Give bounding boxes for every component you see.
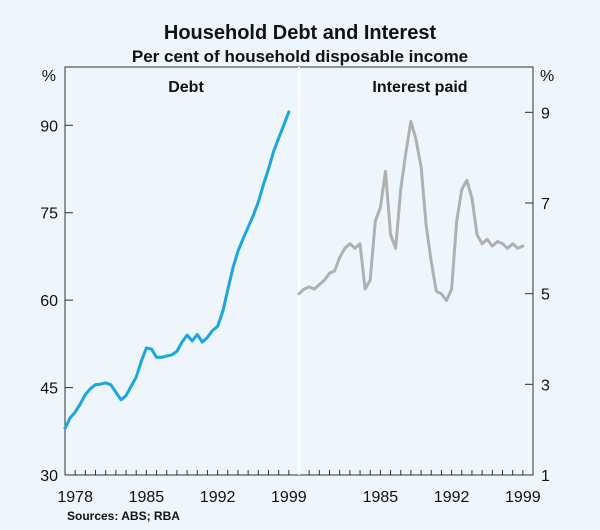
- left-tick-label: 75: [40, 206, 58, 223]
- right-tick-label: 5: [541, 287, 550, 304]
- right-y-axis: 1 3 5 7 9: [525, 105, 550, 485]
- left-tick-label: 90: [40, 118, 58, 135]
- chart-title: Household Debt and Interest: [164, 22, 437, 44]
- right-tick-label: 1: [541, 468, 550, 485]
- series-line: [63, 110, 291, 430]
- left-axis-unit: %: [42, 68, 56, 85]
- x-tick-label: 1992: [200, 489, 236, 506]
- chart-source: Sources: ABS; RBA: [67, 509, 180, 523]
- right-tick-label: 9: [541, 105, 550, 122]
- chart-subtitle: Per cent of household disposable income: [132, 47, 468, 66]
- x-tick-label: 1978: [57, 489, 93, 506]
- left-tick-label: 45: [40, 381, 58, 398]
- x-tick-label: 1985: [363, 489, 399, 506]
- x-tick-label: 1999: [505, 489, 541, 506]
- series-debt: [63, 110, 291, 430]
- x-axis-interest: 1985 1992 1999: [308, 470, 541, 506]
- right-axis-unit: %: [540, 68, 554, 85]
- series-interest: [297, 119, 525, 302]
- x-axis-debt: 1978 1985 1992 1999: [57, 470, 307, 506]
- panel-title-debt: Debt: [168, 79, 204, 96]
- x-tick-label: 1999: [271, 489, 307, 506]
- left-y-axis: 30 45 60 75 90: [40, 118, 73, 485]
- series-line: [297, 119, 525, 302]
- left-tick-label: 30: [40, 468, 58, 485]
- right-tick-label: 7: [541, 196, 550, 213]
- x-tick-label: 1985: [129, 489, 165, 506]
- x-tick-label: 1992: [434, 489, 470, 506]
- left-tick-label: 60: [40, 293, 58, 310]
- panel-title-interest: Interest paid: [372, 79, 467, 96]
- right-tick-label: 3: [541, 377, 550, 394]
